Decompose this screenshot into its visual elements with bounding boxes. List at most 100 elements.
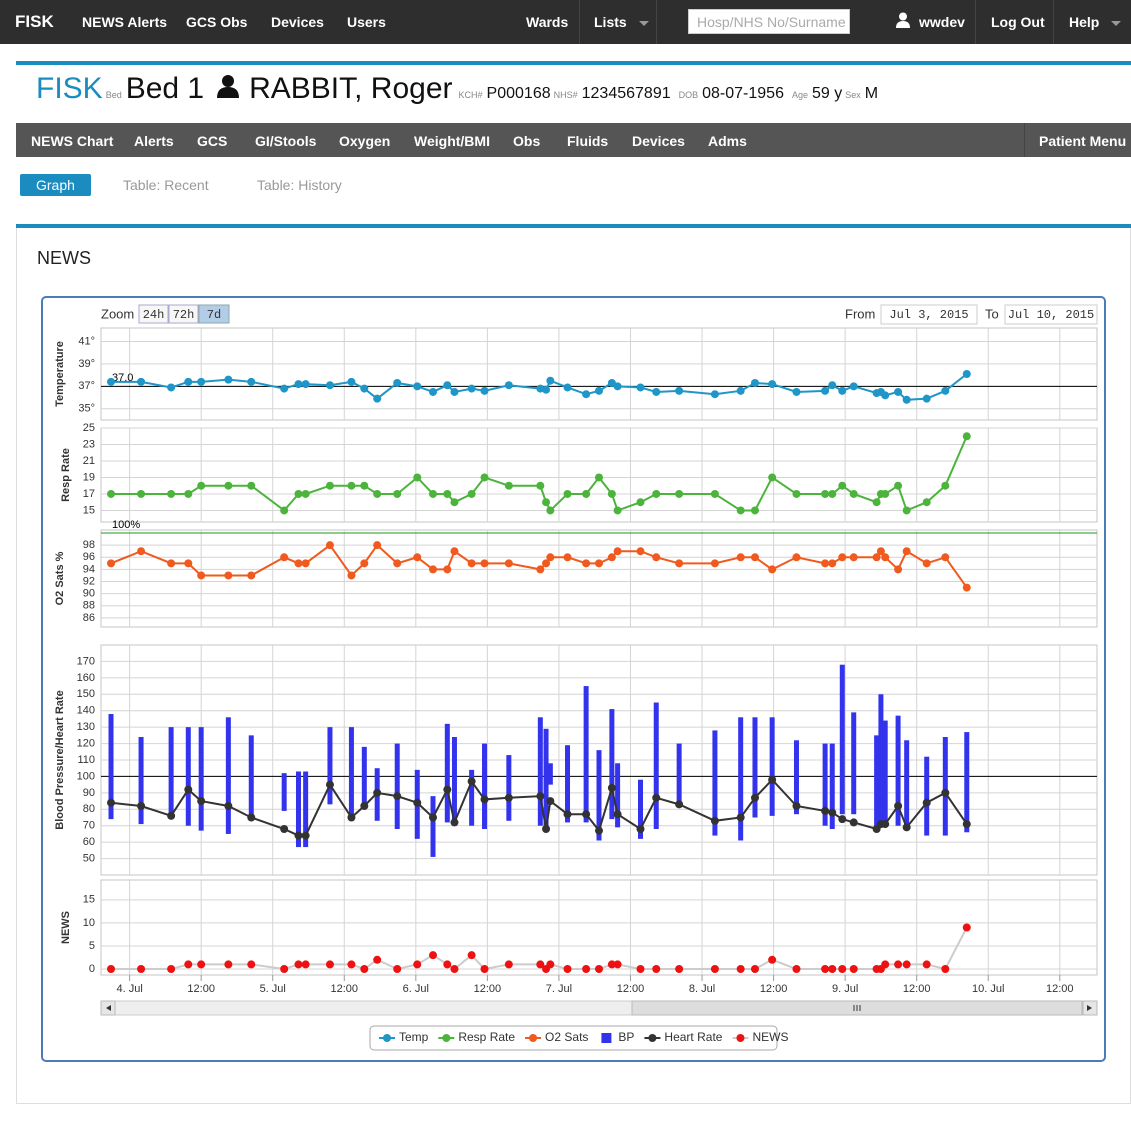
nav-dropdown[interactable]: Lists <box>594 14 649 30</box>
data-point <box>167 383 176 392</box>
patient-nav-link[interactable]: Weight/BMI <box>414 133 490 149</box>
x-tick-label: 4. Jul <box>116 983 142 995</box>
data-point <box>768 380 777 389</box>
y-tick-label: 130 <box>77 721 95 733</box>
data-point <box>838 815 847 824</box>
tab[interactable]: Table: Recent <box>123 177 209 193</box>
zoom-button[interactable]: 24h <box>138 304 169 324</box>
button-bg <box>168 304 199 324</box>
data-point <box>636 498 645 507</box>
bp-bar <box>168 727 174 816</box>
patient-nav-link[interactable]: Adms <box>708 133 747 149</box>
data-point <box>582 489 591 498</box>
y-tick-label: 17 <box>83 488 95 500</box>
data-point <box>750 553 759 562</box>
data-point <box>828 559 837 568</box>
legend-label[interactable]: Resp Rate <box>458 1030 515 1044</box>
patient-nav-link[interactable]: Devices <box>632 133 685 149</box>
zoom-button[interactable]: 72h <box>168 304 199 324</box>
scrollbar[interactable] <box>100 1000 1098 1016</box>
data-point <box>872 498 881 507</box>
data-point <box>876 547 885 556</box>
data-point <box>413 473 422 482</box>
legend-label[interactable]: Heart Rate <box>664 1030 722 1044</box>
patient-nav-link[interactable]: GI/Stools <box>255 133 317 149</box>
search-placeholder: Hosp/NHS No/Surname <box>697 14 846 30</box>
logout-link[interactable]: Log Out <box>991 14 1045 30</box>
input-value: Jul 3, 2015 <box>889 308 968 322</box>
data-point <box>922 960 931 969</box>
data-point <box>828 489 837 498</box>
legend-label[interactable]: NEWS <box>752 1030 788 1044</box>
brand[interactable]: FISK <box>15 12 54 31</box>
nav-link[interactable]: Wards <box>526 14 569 30</box>
data-point <box>902 506 911 515</box>
data-point <box>607 783 616 792</box>
legend-label[interactable]: BP <box>618 1030 634 1044</box>
y-tick-label: 70 <box>83 820 95 832</box>
help-dropdown[interactable]: Help <box>1069 14 1122 30</box>
data-point <box>280 965 289 974</box>
panel-frame <box>100 529 1098 628</box>
nav-link[interactable]: Users <box>347 14 386 30</box>
data-point <box>792 387 801 396</box>
panel-frame <box>100 879 1098 976</box>
y-tick-label: 35° <box>78 403 95 415</box>
data-point <box>107 559 116 568</box>
data-point <box>613 506 622 515</box>
data-point <box>224 375 233 384</box>
x-tick-label: 8. Jul <box>689 983 715 995</box>
tab[interactable]: Table: History <box>257 177 342 193</box>
from-input[interactable]: Jul 3, 2015 <box>880 304 978 325</box>
patient-nav-link[interactable]: Oxygen <box>339 133 391 149</box>
tab-active[interactable]: Graph <box>20 174 91 196</box>
nav-link[interactable]: Devices <box>271 14 324 30</box>
person-icon <box>217 75 240 98</box>
data-point <box>613 547 622 556</box>
search-input[interactable]: Hosp/NHS No/Surname <box>688 9 850 34</box>
y-tick-label: 100 <box>77 770 95 782</box>
data-point <box>922 498 931 507</box>
to-input[interactable]: Jul 10, 2015 <box>1004 304 1098 325</box>
data-point <box>710 390 719 399</box>
data-point <box>563 489 572 498</box>
patient-menu[interactable]: Patient Menu <box>1039 133 1127 149</box>
data-point <box>636 965 645 974</box>
nav-link[interactable]: GCS Obs <box>186 14 248 30</box>
patient-nav-link[interactable]: Alerts <box>134 133 174 149</box>
input-box <box>1004 304 1098 325</box>
data-point <box>962 370 971 378</box>
y-tick-label: 37° <box>78 380 95 392</box>
bp-bar <box>596 750 602 841</box>
data-point <box>325 541 334 550</box>
patient-banner: FISK Bed Bed 1 RABBIT, Roger KCH# P00016… <box>36 72 878 106</box>
legend-label[interactable]: O2 Sats <box>545 1030 588 1044</box>
user-name[interactable]: wwdev <box>919 14 965 30</box>
patient-nav-link[interactable]: Fluids <box>567 133 609 149</box>
data-point <box>607 553 616 562</box>
data-point <box>301 559 310 568</box>
data-point <box>962 432 971 441</box>
button-label: 7d <box>207 308 221 322</box>
data-point <box>107 489 116 498</box>
data-point <box>710 559 719 568</box>
data-point <box>962 820 971 829</box>
zoom-button-active[interactable]: 7d <box>198 304 230 324</box>
y-tick-label: 120 <box>77 737 95 749</box>
legend-marker <box>736 1034 745 1042</box>
bp-bar <box>583 686 589 823</box>
data-point <box>184 377 193 386</box>
data-point <box>613 382 622 391</box>
patient-nav-link[interactable]: Obs <box>513 133 541 149</box>
data-point <box>750 965 759 974</box>
patient-nav-link[interactable]: GCS <box>197 133 228 149</box>
patient-nav-link[interactable]: NEWS Chart <box>31 133 114 149</box>
data-point <box>881 489 890 498</box>
data-point <box>768 775 777 784</box>
bp-bar <box>451 737 457 826</box>
legend-label[interactable]: Temp <box>399 1030 429 1044</box>
nav-link[interactable]: NEWS Alerts <box>82 14 168 30</box>
data-point <box>137 489 146 498</box>
data-point <box>347 377 356 386</box>
data-point <box>247 813 256 822</box>
